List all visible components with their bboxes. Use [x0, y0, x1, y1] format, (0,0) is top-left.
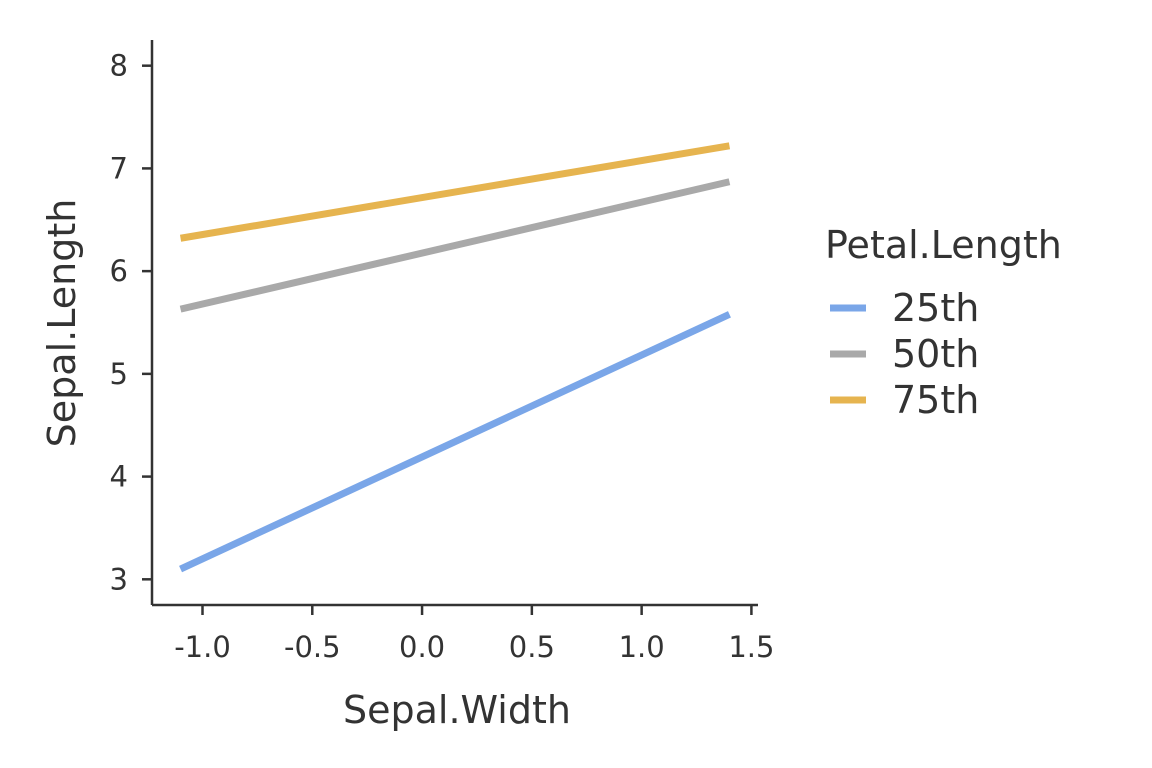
x-tick-label: 1.0 — [619, 630, 665, 664]
y-tick-label: 4 — [110, 460, 128, 494]
series-line-25th — [179, 311, 731, 573]
legend-title: Petal.Length — [825, 223, 1062, 267]
y-axis-ticks: 3 4 5 6 7 8 — [110, 49, 152, 596]
y-tick-label: 7 — [110, 151, 128, 185]
legend-label-75th: 75th — [892, 378, 979, 422]
y-axis-title: Sepal.Length — [40, 199, 84, 448]
x-tick-label: 1.5 — [728, 630, 774, 664]
series-line-75th — [179, 142, 731, 242]
x-axis-title: Sepal.Width — [343, 688, 571, 732]
y-tick-label: 5 — [110, 357, 128, 391]
x-tick-label: 0.0 — [399, 630, 445, 664]
y-tick-label: 3 — [110, 562, 128, 596]
y-tick-label: 6 — [110, 254, 128, 288]
legend-label-25th: 25th — [892, 286, 979, 330]
y-tick-label: 8 — [110, 49, 128, 83]
series-lines — [179, 142, 731, 573]
x-axis-ticks: -1.0 -0.5 0.0 0.5 1.0 1.5 — [174, 605, 774, 664]
x-tick-label: 0.5 — [509, 630, 555, 664]
series-line-50th — [179, 178, 731, 313]
x-tick-label: -1.0 — [174, 630, 231, 664]
legend-label-50th: 50th — [892, 332, 979, 376]
x-tick-label: -0.5 — [284, 630, 341, 664]
